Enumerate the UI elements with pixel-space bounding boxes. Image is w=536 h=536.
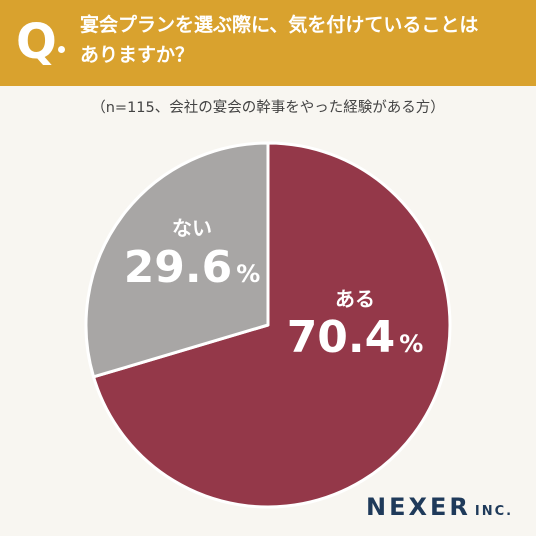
question-text: 宴会プランを選ぶ際に、気を付けていることは ありますか？ <box>80 14 479 66</box>
slice-value-aru: 70.4% <box>287 312 424 363</box>
slice-label-aru: ある <box>335 287 375 311</box>
q-icon: Q <box>16 14 57 70</box>
slice-value-nai: 29.6% <box>124 242 261 293</box>
pie-slice-aru <box>92 141 452 509</box>
slice-label-nai: ない <box>172 216 212 240</box>
pie-slice-nai <box>84 141 270 379</box>
nexer-logo: NEXER INC. <box>366 492 513 527</box>
q-dot-icon <box>58 46 65 53</box>
logo-name: NEXER <box>366 493 471 521</box>
logo-suffix: INC. <box>474 504 514 519</box>
question-header: Q 宴会プランを選ぶ際に、気を付けていることは ありますか？ <box>0 0 536 86</box>
chart-subtitle: （n=115、会社の宴会の幹事をやった経験がある方） <box>91 100 445 116</box>
